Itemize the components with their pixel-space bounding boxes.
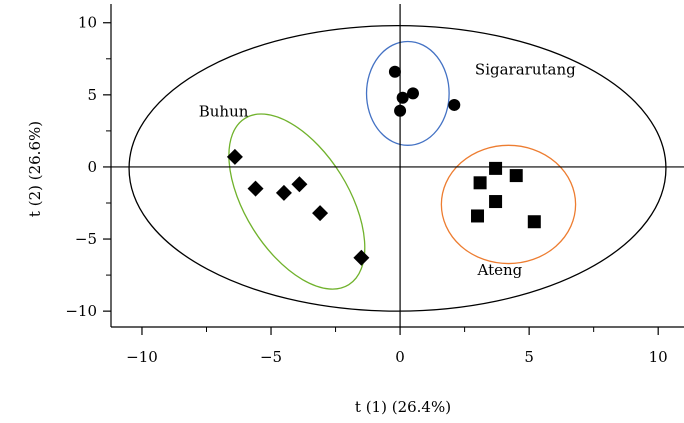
- x-tick-label: 5: [524, 348, 534, 366]
- sigararutang-point: [394, 104, 407, 117]
- x-tick-label: −10: [126, 348, 158, 366]
- ellipse-ateng: [440, 144, 577, 265]
- sigararutang-point: [388, 65, 401, 78]
- buhun-point: [247, 180, 264, 197]
- group-ellipses: [128, 24, 667, 312]
- group-label-buhun: Buhun: [199, 102, 249, 120]
- buhun-point: [226, 148, 243, 165]
- y-tick-label: 0: [87, 158, 97, 176]
- group-label-sigararutang: Sigararutang: [475, 61, 576, 79]
- sigararutang-point: [448, 98, 461, 111]
- x-tick-label: 0: [395, 348, 405, 366]
- buhun-point: [275, 184, 292, 201]
- y-tick-label: −5: [75, 230, 97, 248]
- ellipse-sigararutang: [365, 40, 450, 146]
- ateng-point: [509, 169, 523, 183]
- ateng-point: [527, 215, 541, 229]
- y-axis-title: t (2) (26.6%): [26, 121, 44, 217]
- ateng-point: [473, 176, 487, 190]
- buhun-point: [312, 205, 329, 222]
- ellipse-overall: [128, 24, 667, 312]
- ateng-point: [489, 161, 503, 175]
- x-axis-title: t (1) (26.4%): [355, 398, 451, 416]
- ateng-point: [471, 209, 485, 223]
- buhun-point: [353, 249, 370, 266]
- ellipse-buhun: [228, 113, 366, 290]
- y-tick-label: 5: [87, 86, 97, 104]
- sigararutang-point: [396, 91, 409, 104]
- data-points: [226, 65, 541, 266]
- y-tick-label: −10: [65, 302, 97, 320]
- buhun-point: [291, 176, 308, 193]
- x-tick-label: −5: [260, 348, 282, 366]
- ateng-point: [489, 195, 503, 209]
- group-labels: Sigararutang Buhun Ateng: [199, 61, 576, 279]
- plot-frame: [110, 4, 684, 328]
- axis-ticks: −10 −5 0 5 10 10 5 0 −5 −10: [65, 14, 667, 366]
- x-tick-label: 10: [649, 348, 668, 366]
- group-label-ateng: Ateng: [477, 261, 523, 279]
- y-tick-label: 10: [78, 14, 97, 32]
- sigararutang-point: [406, 87, 419, 100]
